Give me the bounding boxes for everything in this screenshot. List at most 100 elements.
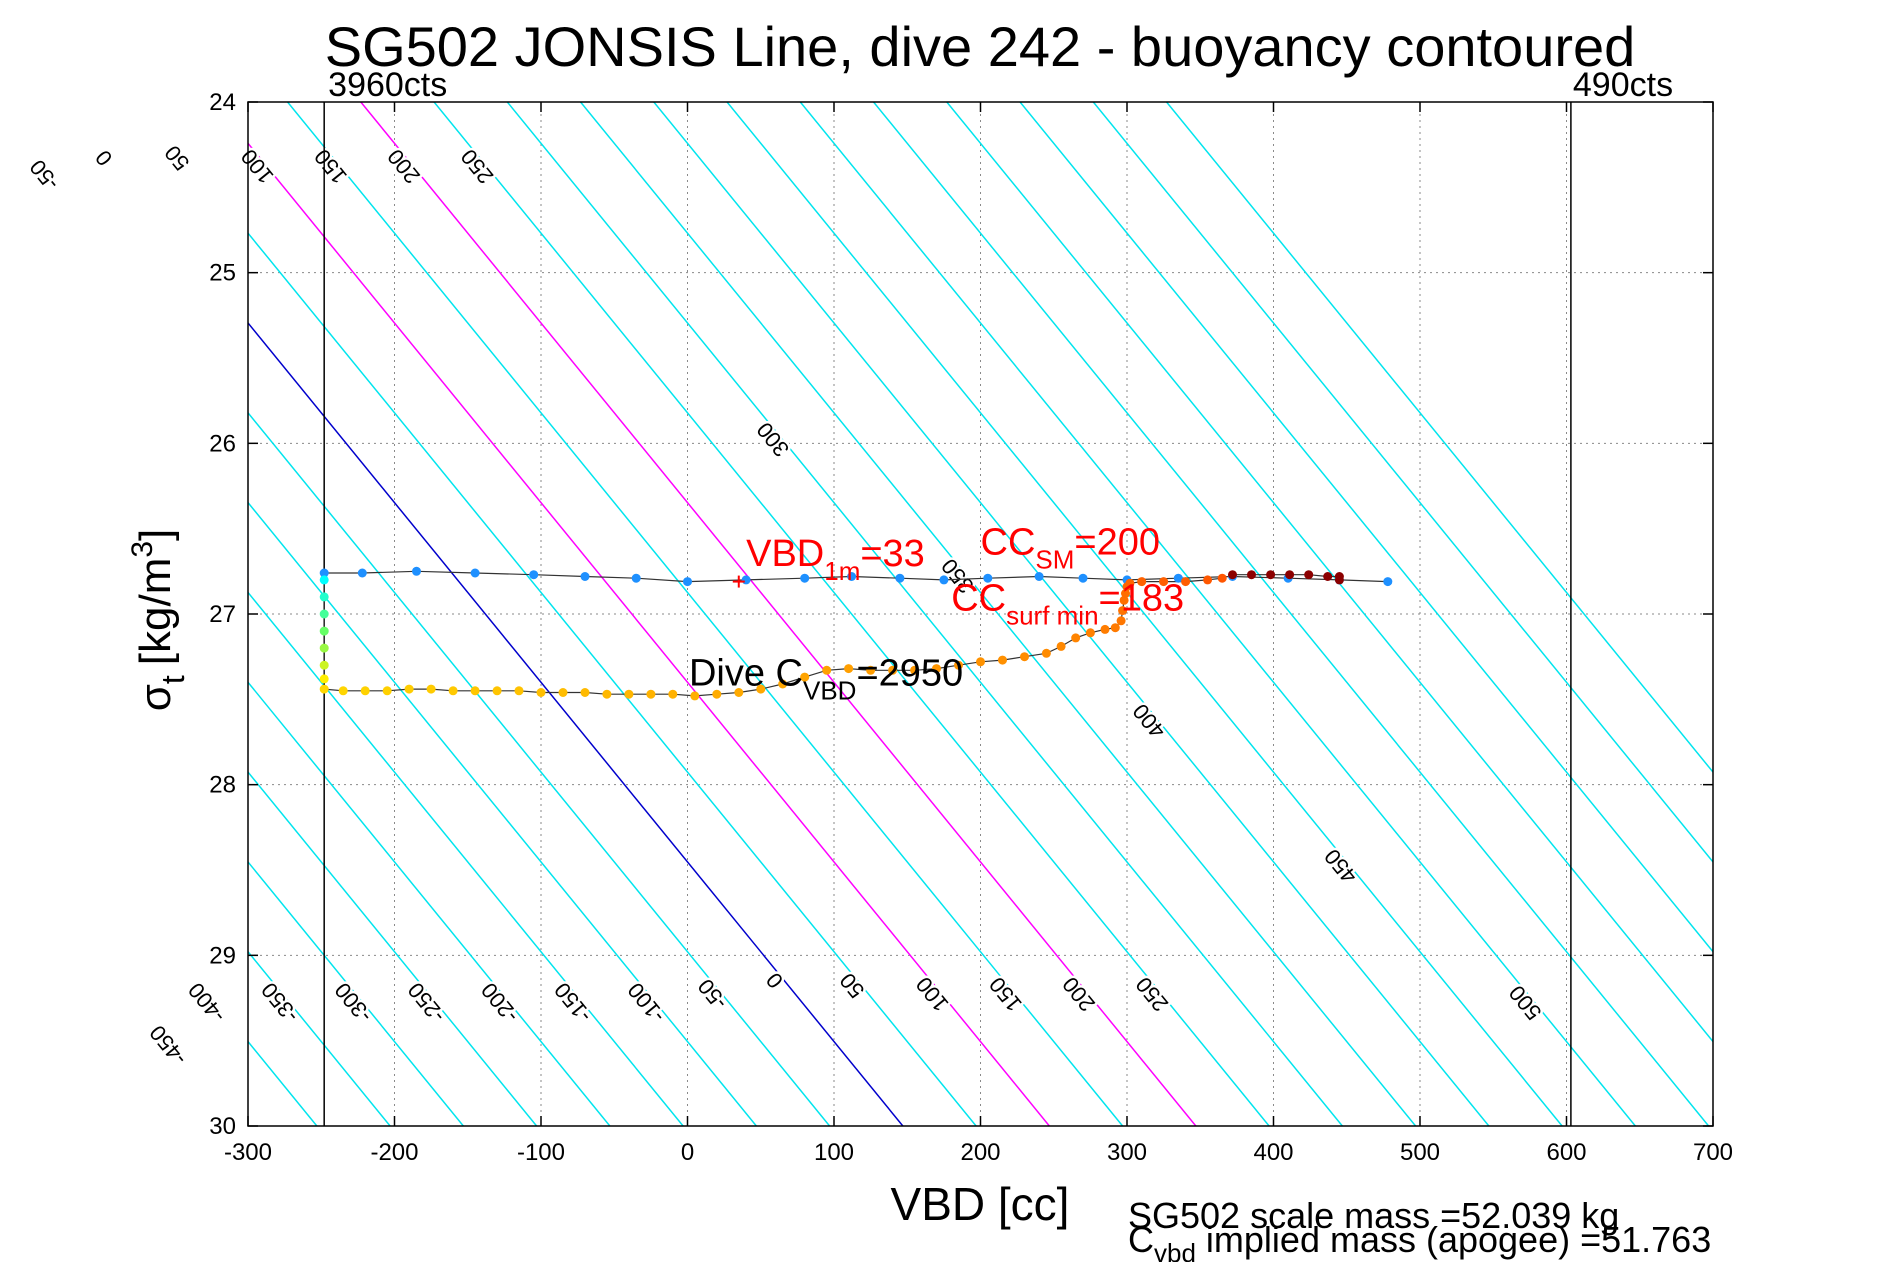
data-point bbox=[998, 655, 1007, 665]
contour-label-top: -50 bbox=[25, 155, 64, 195]
data-point bbox=[778, 679, 788, 689]
contour-line bbox=[506, 102, 1343, 1126]
contour-line bbox=[286, 102, 1124, 1126]
data-point bbox=[866, 665, 876, 675]
y-tick-label: 29 bbox=[209, 942, 236, 969]
data-point bbox=[624, 689, 634, 699]
contour-label-bottom: 150 bbox=[984, 972, 1027, 1016]
x-tick-label: -200 bbox=[370, 1139, 418, 1166]
contour-line bbox=[248, 501, 757, 1126]
data-point bbox=[1383, 577, 1393, 587]
data-point bbox=[319, 626, 329, 636]
annotation-value: =33 bbox=[860, 533, 924, 575]
x-tick-label: 600 bbox=[1546, 1139, 1586, 1166]
data-point bbox=[1334, 575, 1344, 585]
annotation-value: =2950 bbox=[856, 653, 963, 695]
data-point bbox=[983, 573, 993, 583]
data-point bbox=[1181, 577, 1191, 587]
annotation-2: CCsurf min=183 bbox=[951, 578, 1184, 631]
contour-label-bottom: -50 bbox=[693, 974, 732, 1014]
contour-label-bottom: 200 bbox=[1057, 972, 1100, 1016]
contour-line bbox=[653, 102, 1490, 1126]
contour-label-top: 100 bbox=[236, 144, 279, 188]
data-point bbox=[1125, 578, 1135, 588]
annotation-main: CC bbox=[951, 578, 1006, 620]
contour-line bbox=[579, 102, 1417, 1126]
footer-implied-main: C bbox=[1128, 1219, 1154, 1260]
contour-label-bottom: 50 bbox=[835, 968, 870, 1003]
data-point bbox=[1217, 573, 1227, 583]
contour-line bbox=[726, 102, 1563, 1126]
data-point bbox=[932, 664, 941, 674]
buoyancy-contours bbox=[248, 102, 1713, 1126]
data-point bbox=[319, 568, 329, 578]
data-point bbox=[822, 665, 832, 675]
data-point bbox=[319, 643, 329, 653]
y-axis-label-main: σ bbox=[131, 684, 180, 711]
data-point bbox=[360, 686, 370, 696]
data-point bbox=[1071, 633, 1081, 643]
x-tick-label: 400 bbox=[1253, 1139, 1293, 1166]
x-tick-label: 0 bbox=[681, 1139, 694, 1166]
data-point bbox=[690, 691, 700, 701]
data-point bbox=[847, 572, 857, 581]
contour-label-bottom: 100 bbox=[911, 972, 954, 1016]
data-point bbox=[976, 657, 985, 667]
data-point bbox=[800, 573, 810, 583]
data-point bbox=[1137, 577, 1147, 587]
x-tick-label: -100 bbox=[517, 1139, 565, 1166]
data-point bbox=[470, 686, 480, 696]
y-axis-label-sub: t bbox=[155, 675, 191, 684]
data-point bbox=[536, 688, 546, 697]
contour-label-bottom: -300 bbox=[330, 978, 377, 1028]
data-point bbox=[1323, 572, 1333, 581]
data-point bbox=[1203, 575, 1213, 585]
data-point bbox=[1020, 652, 1029, 662]
contour-label-right: 400 bbox=[1128, 699, 1171, 743]
contour-label-right: 500 bbox=[1504, 981, 1547, 1025]
footer-implied-mass: Cvbd implied mass (apogee) =51.763 bbox=[1128, 1219, 1711, 1262]
annotation-1: CCSM=200 bbox=[981, 521, 1160, 574]
data-point bbox=[1078, 573, 1088, 583]
data-point bbox=[939, 575, 949, 585]
data-point bbox=[1100, 624, 1110, 634]
x-tick-label: 200 bbox=[960, 1139, 1000, 1166]
contour-line bbox=[1019, 102, 1713, 953]
data-point bbox=[514, 686, 524, 696]
x-axis-label: VBD [cc] bbox=[891, 1178, 1070, 1230]
contour-line bbox=[946, 102, 1713, 1043]
data-point bbox=[712, 689, 722, 699]
contour-line bbox=[1092, 102, 1713, 864]
x-tick-label: 700 bbox=[1693, 1139, 1733, 1166]
vbd-limit-label: 490cts bbox=[1573, 66, 1673, 104]
data-point bbox=[734, 688, 744, 697]
data-point bbox=[580, 688, 590, 697]
data-point bbox=[1121, 589, 1130, 598]
data-point bbox=[412, 566, 421, 576]
contour-line bbox=[248, 231, 977, 1126]
data-point bbox=[954, 660, 963, 670]
contour-label-top: 50 bbox=[160, 141, 195, 176]
contour-label-bottom: 250 bbox=[1131, 972, 1174, 1016]
x-tick-label: -300 bbox=[224, 1139, 272, 1166]
data-point bbox=[1173, 573, 1183, 583]
contour-line bbox=[248, 950, 391, 1126]
data-point bbox=[631, 573, 641, 583]
contour-label-bottom: -350 bbox=[256, 978, 303, 1028]
contour-label-bottom: -400 bbox=[183, 978, 230, 1028]
y-tick-label: 27 bbox=[209, 601, 236, 628]
contour-line bbox=[248, 591, 684, 1126]
data-point bbox=[756, 684, 766, 694]
contour-line bbox=[1165, 102, 1713, 774]
data-point bbox=[1159, 577, 1169, 587]
data-point bbox=[1266, 570, 1276, 580]
contour-line bbox=[799, 102, 1636, 1126]
contour-line bbox=[872, 102, 1710, 1126]
data-point bbox=[319, 609, 329, 619]
y-tick-label: 30 bbox=[209, 1113, 236, 1140]
x-tick-label: 100 bbox=[814, 1139, 854, 1166]
data-point bbox=[1056, 641, 1066, 651]
data-point bbox=[844, 664, 854, 674]
data-point bbox=[426, 684, 436, 694]
